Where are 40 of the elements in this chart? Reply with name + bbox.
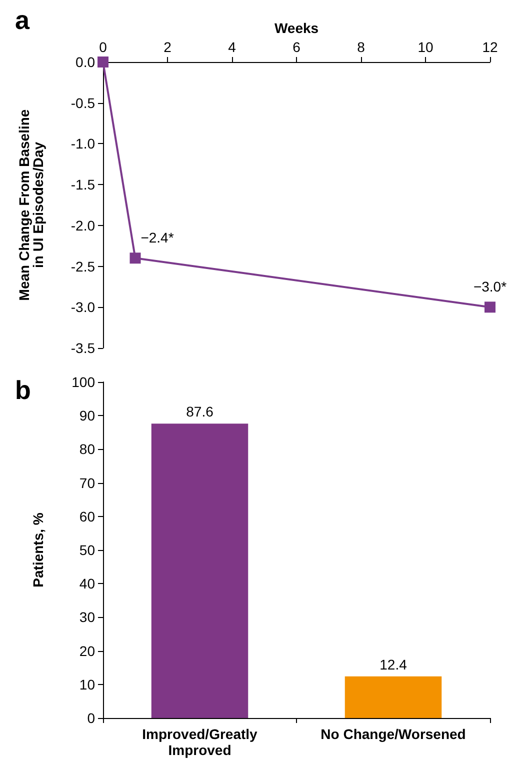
x-tick-label: No Change/Worsened [320,726,466,742]
y-tick-label: 0.0 [76,54,96,70]
x-tick-label: 6 [292,39,301,55]
x-tick-label: 8 [357,39,366,55]
x-tick-label: 10 [418,39,434,55]
x-tick-label: 4 [228,39,236,55]
y-tick-label: 90 [79,408,96,424]
y-tick-label: 80 [79,441,96,458]
y-tick-label: -3.5 [70,340,96,356]
x-tick-label: Improved/Greatly Improved [142,726,258,758]
y-tick-label: -1.0 [70,136,96,152]
x-tick-label: 12 [482,39,498,55]
y-tick-label: 70 [79,474,96,491]
point [484,302,496,313]
y-tick-label: 100 [72,374,96,390]
y-tick-label: 50 [79,542,96,558]
y-tick-label: 10 [79,676,96,692]
chart-title: a [15,5,30,35]
y-tick-label: -2.0 [70,217,96,234]
x-tick-label: 0 [99,39,108,55]
chart-title: b [15,375,31,405]
y-axis-title: Patients, % [30,512,46,588]
data-label: 87.6 [186,404,214,420]
data-label: −2.4* [140,230,174,246]
y-tick-label: -2.5 [70,258,96,274]
y-tick-label: 0 [87,710,96,726]
point [98,56,108,68]
y-tick-label: -0.5 [70,94,96,111]
y-tick-label: 60 [79,508,96,524]
x-axis-title: Weeks [274,20,319,36]
data-label: −3.0* [473,278,508,295]
data-label: 12.4 [380,656,408,672]
y-tick-label: 30 [79,609,96,626]
y-tick-label: -3.0 [70,299,96,316]
y-tick-label: 20 [79,642,96,659]
point [130,252,141,264]
y-tick-label: -1.5 [70,176,96,193]
y-tick-label: 40 [79,576,96,592]
y-axis-title: Mean Change From Baseline in UI Episodes/Day [16,109,46,301]
x-tick-label: 2 [164,39,172,55]
